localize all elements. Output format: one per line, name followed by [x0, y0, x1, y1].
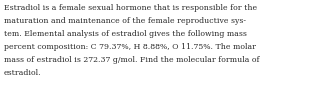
Text: Estradiol is a female sexual hormone that is responsible for the: Estradiol is a female sexual hormone tha…: [4, 4, 257, 12]
Text: percent composition: C 79.37%, H 8.88%, O 11.75%. The molar: percent composition: C 79.37%, H 8.88%, …: [4, 43, 256, 51]
Text: tem. Elemental analysis of estradiol gives the following mass: tem. Elemental analysis of estradiol giv…: [4, 30, 247, 38]
Text: estradiol.: estradiol.: [4, 69, 42, 77]
Text: mass of estradiol is 272.37 g/mol. Find the molecular formula of: mass of estradiol is 272.37 g/mol. Find …: [4, 56, 259, 64]
Text: maturation and maintenance of the female reproductive sys-: maturation and maintenance of the female…: [4, 17, 246, 25]
